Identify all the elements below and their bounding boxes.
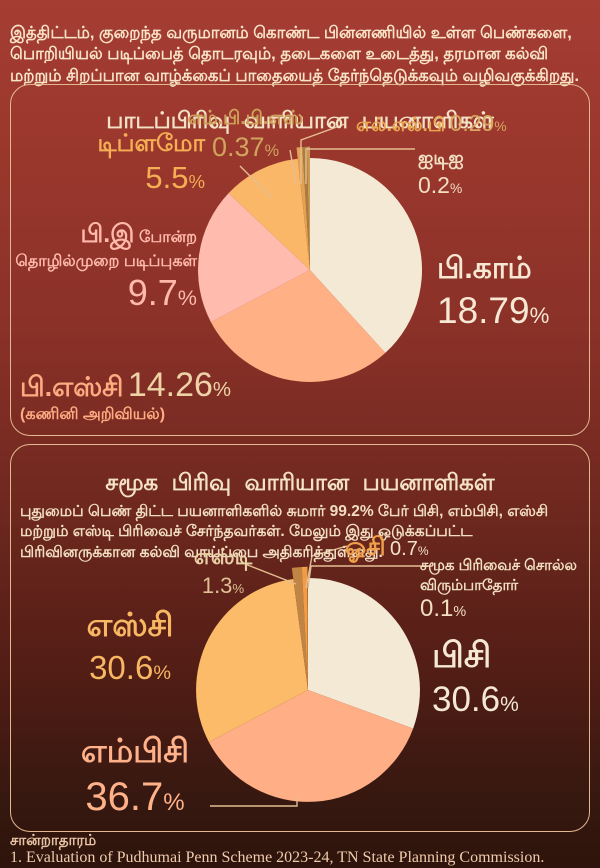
label-iti: ஐடிஐ 0.2% — [418, 148, 464, 199]
social-card-title: சமூக பிரிவு வாரியான பயனாளிகள் — [105, 469, 495, 496]
label-mbbs: எம்.பி.பி.எஸ் 0.37% — [168, 108, 323, 163]
source-heading: சான்றாதாரம் — [10, 832, 97, 849]
bsc-subtitle: (கணினி அறிவியல்) — [20, 406, 166, 423]
bcom-name: பி.காம் — [437, 252, 532, 285]
social-category-card — [10, 444, 590, 832]
bc-name: பிசி — [432, 636, 492, 675]
na-name-line1: சமூக பிரிவைச் சொல்ல — [420, 557, 577, 574]
oc-name: ஓசி — [345, 533, 386, 561]
be-name: பி.இ — [80, 220, 135, 248]
label-diploma: டிப்ளமோ 5.5% — [97, 130, 205, 196]
bc-value: 30.6 — [432, 680, 501, 719]
sc-name: எஸ்சி — [86, 606, 174, 643]
label-oc: ஓசி 0.7% — [345, 533, 429, 565]
bsc-name: பி.எஸ்சி — [20, 372, 124, 402]
label-sc: எஸ்சி 30.6% — [70, 606, 190, 687]
percent-sign: % — [500, 693, 519, 716]
st-name: எஸ்டி — [193, 544, 253, 569]
percent-sign: % — [494, 119, 507, 134]
percent-sign: % — [188, 171, 205, 192]
course-category-card — [10, 84, 590, 436]
be-value: 9.7 — [127, 272, 178, 313]
label-be: பி.இ போன்ற தொழில்முறை படிப்புகள் 9.7% — [15, 220, 197, 314]
llb-value: 0.29 — [449, 110, 495, 136]
mbc-value: 36.7 — [85, 775, 164, 819]
intro-text: இத்திட்டம், குறைந்த வருமானம் கொண்ட பின்ன… — [10, 23, 580, 86]
label-bsc: பி.எஸ்சி 14.26% (கணினி அறிவியல்) — [20, 366, 231, 425]
percent-sign: % — [232, 581, 245, 596]
source-citation: 1. Evaluation of Pudhumai Penn Scheme 20… — [10, 849, 545, 866]
percent-sign: % — [453, 604, 467, 620]
social-card-body: புதுமைப் பெண் திட்ட பயனாளிகளில் சுமார் 9… — [20, 502, 549, 562]
mbc-name: எம்பிசி — [80, 732, 190, 769]
label-llb: எல்.எல்.பி 0.29% — [356, 110, 507, 139]
percent-sign: % — [212, 379, 232, 401]
mbbs-value: 0.37 — [212, 132, 265, 162]
label-bcom: பி.காம் 18.79% — [437, 252, 549, 332]
label-prefer-not-to-say: சமூக பிரிவைச் சொல்ல விரும்பாதோர் 0.1% — [420, 556, 577, 623]
na-name-line2: விரும்பாதோர் — [420, 576, 519, 594]
be-name-line2: தொழில்முறை படிப்புகள் — [15, 253, 197, 270]
label-mbc: எம்பிசி 36.7% — [60, 732, 210, 820]
bcom-value: 18.79 — [437, 290, 530, 331]
iti-name: ஐடிஐ — [418, 148, 464, 169]
na-value: 0.1 — [420, 595, 454, 622]
iti-value: 0.2 — [418, 172, 450, 198]
llb-name: எல்.எல்.பி — [356, 115, 446, 136]
course-card-title: பாடப்பிரிவு வாரியான பயனாளிகள் — [106, 107, 494, 134]
sc-value: 30.6 — [89, 649, 154, 686]
mbbs-name: எம்.பி.பி.எஸ் — [187, 108, 304, 129]
bsc-value: 14.26 — [127, 366, 213, 404]
diploma-name: டிப்ளமோ — [97, 130, 205, 157]
percent-sign: % — [153, 662, 171, 684]
oc-value: 0.7 — [390, 538, 418, 560]
be-name-suffix: போன்ற — [138, 229, 197, 246]
percent-sign: % — [163, 789, 185, 816]
diploma-value: 5.5 — [145, 160, 189, 195]
label-bc: பிசி 30.6% — [432, 636, 519, 720]
percent-sign: % — [449, 181, 463, 196]
percent-sign: % — [529, 303, 550, 328]
percent-sign: % — [177, 285, 197, 310]
st-value: 1.3 — [201, 573, 233, 598]
label-st: எஸ்டி 1.3% — [178, 544, 268, 599]
percent-sign: % — [417, 544, 429, 558]
percent-sign: % — [264, 142, 279, 160]
